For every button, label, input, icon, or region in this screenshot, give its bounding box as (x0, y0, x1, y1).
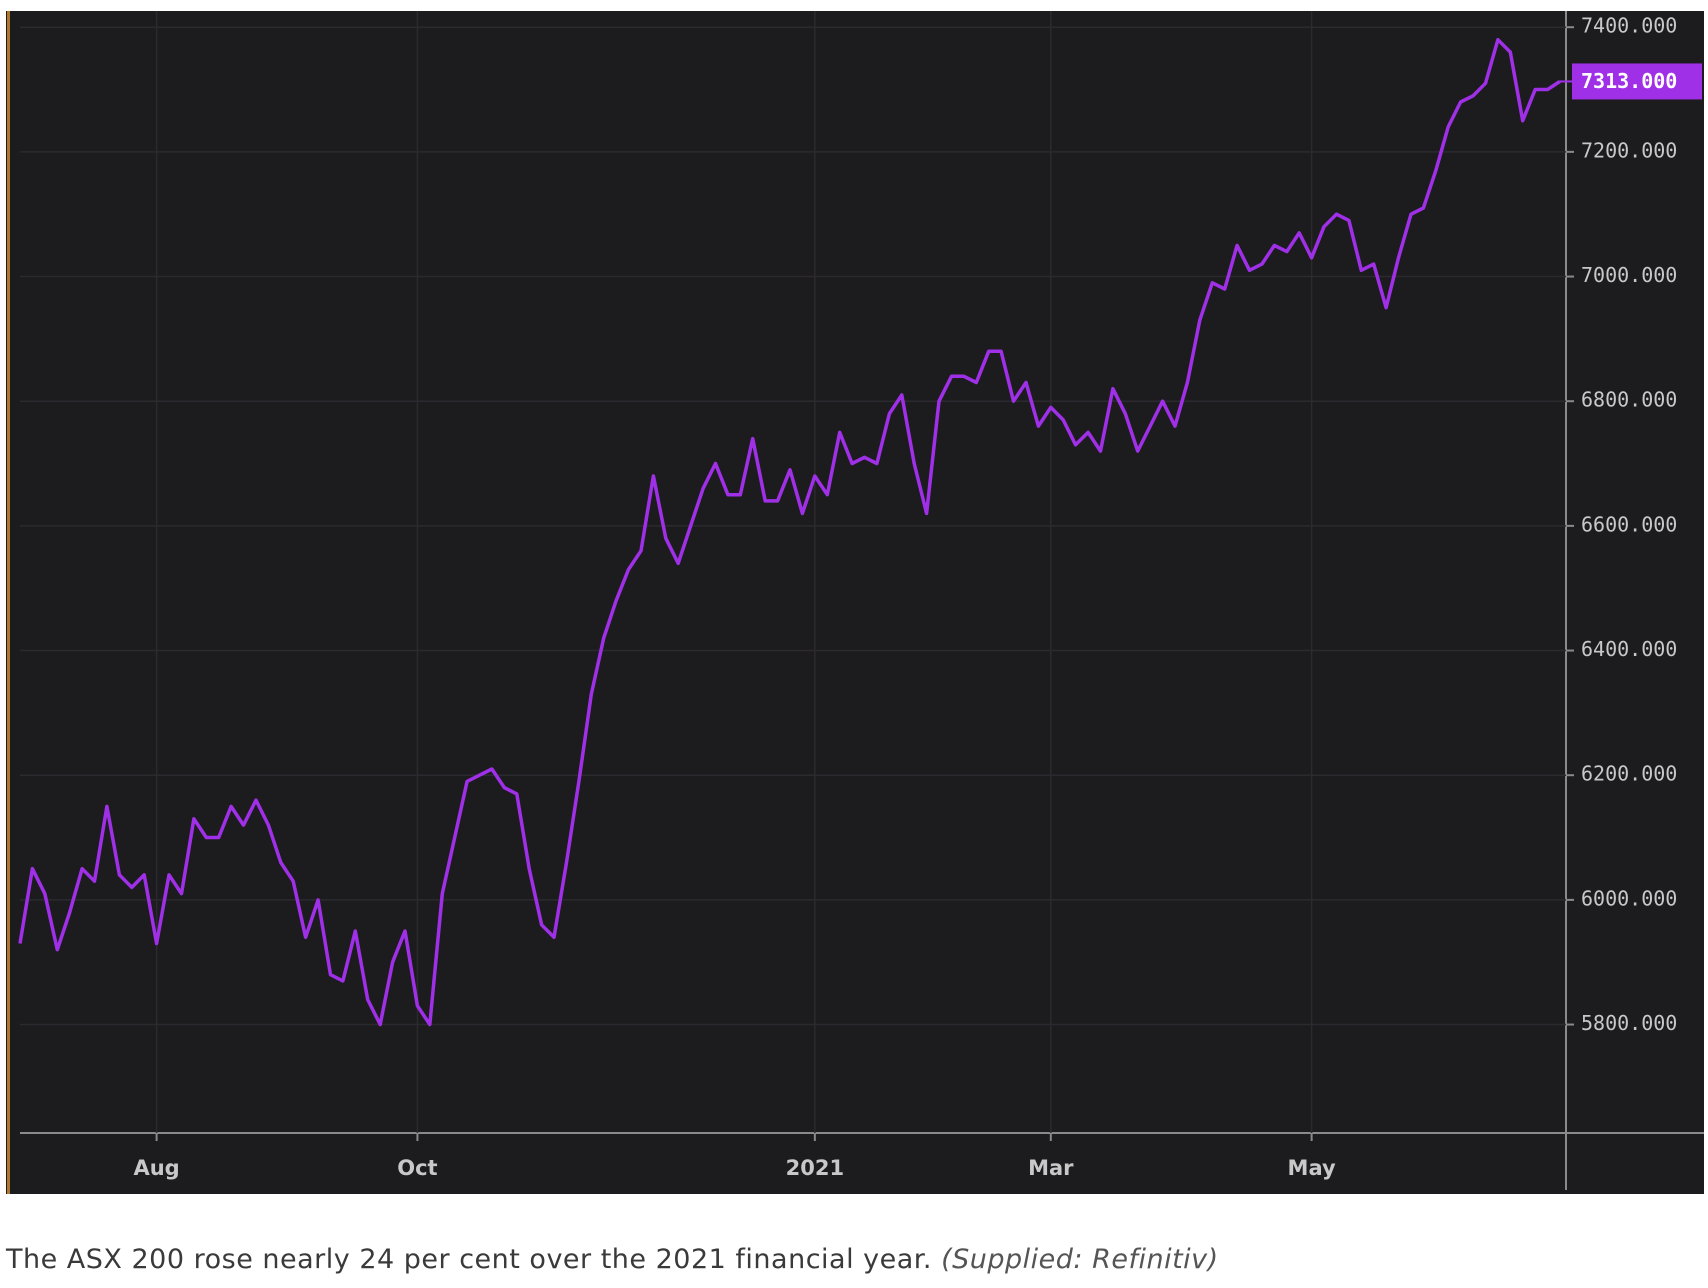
y-tick-label: 6200.000 (1581, 762, 1677, 786)
y-tick-label: 6800.000 (1581, 388, 1677, 412)
y-tick-label: 7200.000 (1581, 138, 1677, 162)
x-tick-label: 2021 (786, 1156, 844, 1180)
y-tick-label: 7000.000 (1581, 263, 1677, 287)
chart-background (6, 11, 1704, 1194)
left-border (7, 11, 10, 1194)
y-tick-label: 7400.000 (1581, 14, 1677, 38)
caption-source: (Supplied: Refinitiv) (941, 1244, 1219, 1275)
x-tick-label: Aug (133, 1156, 179, 1180)
y-tick-label: 6000.000 (1581, 886, 1677, 910)
caption-text: The ASX 200 rose nearly 24 per cent over… (6, 1244, 933, 1275)
y-tick-label: 6600.000 (1581, 512, 1677, 536)
y-tick-label: 5800.000 (1581, 1011, 1677, 1035)
line-series (18, 37, 1561, 1027)
x-tick-label: May (1288, 1156, 1336, 1180)
x-tick-label: Mar (1028, 1156, 1074, 1180)
chart: 5800.000 6000.000 6200.000 6400.000 6600.000… (6, 11, 1704, 1194)
y-tick-label: 6400.000 (1581, 637, 1677, 661)
current-value-label: 7313.000 (1581, 69, 1677, 93)
current-value-box (1572, 63, 1702, 100)
x-tick-label: Oct (397, 1156, 437, 1180)
caption: The ASX 200 rose nearly 24 per cent over… (6, 1244, 1219, 1275)
